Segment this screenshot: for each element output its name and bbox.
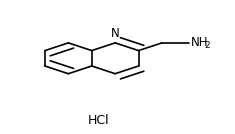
Text: HCl: HCl — [88, 114, 110, 127]
Text: N: N — [111, 27, 120, 40]
Text: NH: NH — [191, 36, 209, 49]
Text: 2: 2 — [204, 41, 210, 50]
